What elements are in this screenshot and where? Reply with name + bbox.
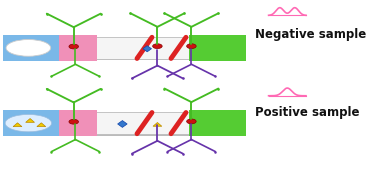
Polygon shape [3, 110, 63, 136]
Polygon shape [189, 110, 246, 136]
Polygon shape [37, 123, 46, 127]
Circle shape [153, 44, 162, 49]
Polygon shape [3, 112, 245, 134]
Polygon shape [13, 123, 22, 127]
Polygon shape [59, 35, 97, 61]
Polygon shape [143, 46, 152, 52]
Polygon shape [118, 121, 127, 127]
Circle shape [69, 119, 79, 124]
Polygon shape [8, 113, 246, 136]
Circle shape [187, 44, 196, 49]
Polygon shape [8, 38, 246, 60]
Text: Positive sample: Positive sample [255, 106, 359, 119]
Polygon shape [3, 37, 245, 59]
Polygon shape [153, 122, 162, 126]
Polygon shape [26, 119, 34, 122]
Circle shape [69, 44, 79, 49]
Ellipse shape [6, 40, 51, 56]
Text: Negative sample: Negative sample [255, 28, 366, 41]
Polygon shape [59, 110, 97, 136]
Circle shape [187, 119, 196, 124]
Ellipse shape [5, 114, 51, 132]
Polygon shape [3, 35, 63, 61]
Polygon shape [189, 35, 246, 61]
